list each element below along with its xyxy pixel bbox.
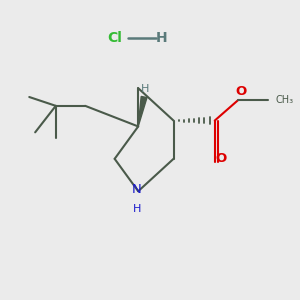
Polygon shape: [138, 96, 147, 126]
Text: H: H: [133, 204, 141, 214]
Text: Cl: Cl: [107, 31, 122, 45]
Text: H: H: [141, 84, 150, 94]
Text: O: O: [236, 85, 247, 98]
Text: CH₃: CH₃: [275, 95, 293, 105]
Text: H: H: [156, 31, 168, 45]
Text: N: N: [132, 183, 142, 196]
Text: O: O: [216, 152, 227, 165]
